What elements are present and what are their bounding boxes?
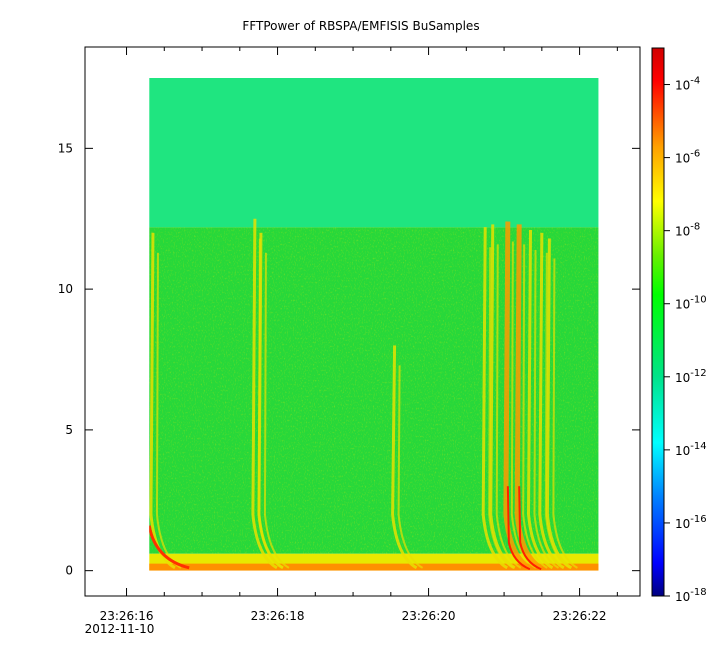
- colorbar-gradient: [651, 47, 665, 597]
- burst-streak: [489, 224, 522, 570]
- colorbar-tick-label: 10-8: [675, 222, 700, 239]
- x-tick-label: 23:26:20: [402, 609, 456, 623]
- spectrogram-image: [149, 77, 599, 571]
- y-tick-label: 0: [65, 564, 73, 578]
- colorbar-tick-label: 10-18: [675, 587, 707, 604]
- colorbar-tick-label: 10-10: [675, 295, 707, 312]
- colorbar-tick-label: 10-6: [675, 149, 700, 166]
- heatmap-region: [149, 77, 599, 228]
- burst-streak: [257, 232, 290, 570]
- low-frequency-hot-strip: [149, 563, 599, 571]
- y-tick-label: 5: [65, 423, 73, 437]
- burst-streak: [503, 221, 537, 571]
- x-tick-label: 23:26:22: [553, 609, 607, 623]
- chart-title: FFTPower of RBSPA/EMFISIS BuSamples: [242, 19, 479, 33]
- y-tick-label: 15: [58, 141, 73, 155]
- colorbar-tick-label: 10-14: [675, 441, 707, 458]
- colorbar-tick-label: 10-16: [675, 514, 707, 531]
- x-tick-label: 23:26:16: [100, 609, 154, 623]
- colorbar: 10-4 10-6 10-8 10-10 10-12 10-14 10-16 10-18: [651, 47, 707, 604]
- colorbar-tick-label: 10-12: [675, 368, 707, 385]
- burst-streak: [391, 345, 424, 570]
- burst-streak: [514, 224, 548, 571]
- y-tick-label: 10: [58, 282, 73, 296]
- burst-streak: [545, 238, 578, 570]
- burst-streak: [149, 525, 190, 570]
- colorbar-tick-label: 10-4: [675, 76, 700, 93]
- burst-streak: [527, 229, 560, 570]
- x-tick-label: 23:26:18: [251, 609, 305, 623]
- y-axis: 0 5 10 15: [58, 141, 640, 578]
- x-tick-date-label: 2012-11-10: [85, 622, 155, 636]
